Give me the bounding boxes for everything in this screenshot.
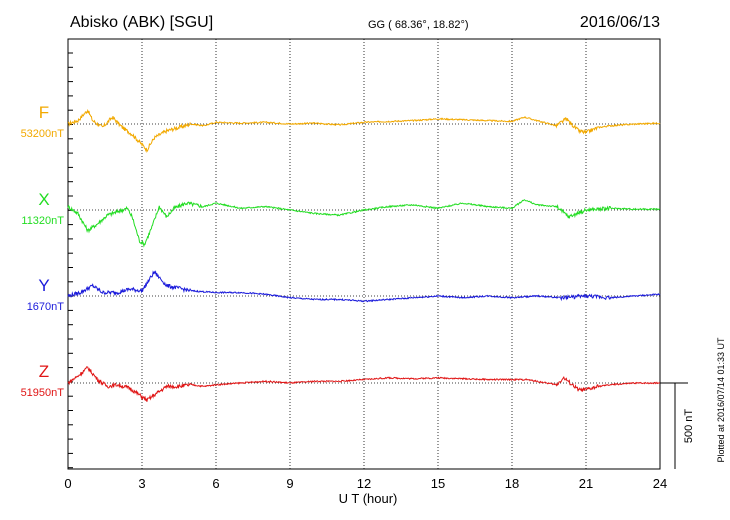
series-lines: [67, 108, 661, 402]
x-axis-ticks: 0 3 6 9 12 15 18 21 24: [64, 476, 667, 491]
plot-frame: [67, 38, 661, 470]
x-tick-label-21: 21: [579, 476, 593, 491]
series-name-z: Z: [39, 362, 49, 381]
vertical-grid: [141, 39, 587, 469]
series-name-f: F: [39, 103, 49, 122]
series-line-y: [67, 270, 661, 303]
plotted-timestamp: Plotted at 2016/07/14 01:33 UT: [716, 337, 726, 463]
x-tick-label-6: 6: [212, 476, 219, 491]
series-name-y: Y: [38, 276, 49, 295]
x-tick-label-0: 0: [64, 476, 71, 491]
series-baseline-f: 53200nT: [21, 128, 65, 140]
series-baseline-z: 51950nT: [21, 387, 65, 399]
series-line-f: [67, 108, 661, 153]
date-label: 2016/06/13: [580, 14, 660, 31]
x-tick-label-24: 24: [653, 476, 667, 491]
x-tick-label-18: 18: [505, 476, 519, 491]
scale-bar-label: 500 nT: [683, 409, 695, 444]
left-axis-ticks: [68, 52, 73, 469]
station-coordinates: GG ( 68.36°, 18.82°): [368, 19, 469, 31]
x-tick-label-3: 3: [138, 476, 145, 491]
x-axis-label: U T (hour): [339, 491, 398, 506]
series-labels: F 53200nT X 11320nT Y 1670nT Z 51950nT: [21, 103, 65, 399]
x-tick-label-9: 9: [286, 476, 293, 491]
series-line-z: [67, 366, 661, 402]
series-name-x: X: [38, 190, 49, 209]
scale-bar: 500 nT: [660, 382, 695, 469]
series-baseline-y: 1670nT: [27, 301, 65, 313]
x-tick-label-12: 12: [357, 476, 371, 491]
series-line-x: [67, 199, 661, 248]
x-tick-label-15: 15: [431, 476, 445, 491]
series-baseline-x: 11320nT: [21, 215, 64, 227]
station-title: Abisko (ABK) [SGU]: [70, 14, 213, 31]
